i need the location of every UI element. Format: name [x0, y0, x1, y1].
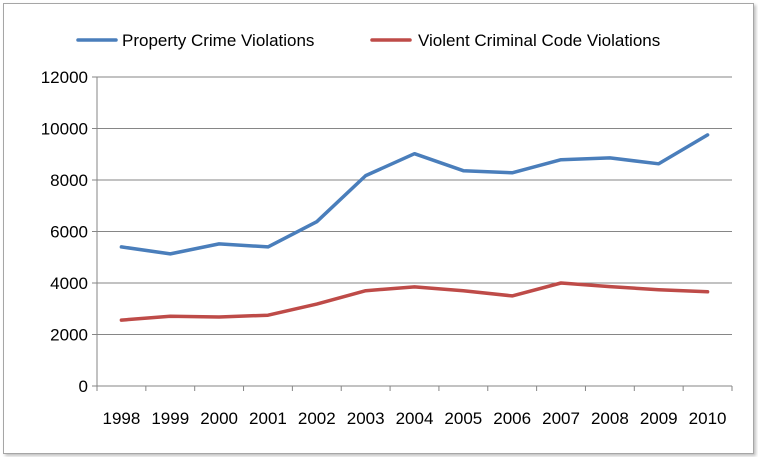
x-tick-label: 2005: [444, 409, 482, 428]
x-tick-label: 2000: [200, 409, 238, 428]
x-tick-label: 2010: [689, 409, 727, 428]
legend-label: Violent Criminal Code Violations: [418, 31, 660, 50]
x-tick-label: 2001: [249, 409, 287, 428]
x-tick-label: 1999: [151, 409, 189, 428]
x-axis-ticks: 1998 1999 2000 2001 2002 2003 2004 2005 2006 2007…: [96, 386, 733, 428]
y-tick-label: 12000: [41, 68, 88, 87]
x-tick-label: 2009: [640, 409, 678, 428]
chart-frame: [3, 3, 754, 454]
x-tick-label: 1998: [103, 409, 141, 428]
x-tick-label: 2003: [347, 409, 385, 428]
series-line-0: [119, 133, 710, 256]
x-tick-label: 2007: [542, 409, 580, 428]
x-tick-label: 2008: [591, 409, 629, 428]
y-tick-label: 4000: [50, 274, 88, 293]
legend-label: Property Crime Violations: [122, 31, 314, 50]
x-tick-label: 2002: [298, 409, 336, 428]
y-tick-label: 10000: [41, 120, 88, 139]
x-tick-label: 2006: [493, 409, 531, 428]
y-tick-label: 8000: [50, 171, 88, 190]
grid-lines: [97, 76, 732, 335]
y-axis-ticks: 0 2000 4000 6000 8000 10000 12000: [41, 68, 97, 396]
series-line-1: [119, 281, 710, 322]
y-tick-label: 2000: [50, 326, 88, 345]
y-tick-label: 0: [79, 377, 88, 396]
legend: Property Crime Violations Violent Crimina…: [76, 31, 660, 50]
x-tick-label: 2004: [396, 409, 434, 428]
series-lines: [119, 133, 710, 322]
y-tick-label: 6000: [50, 223, 88, 242]
